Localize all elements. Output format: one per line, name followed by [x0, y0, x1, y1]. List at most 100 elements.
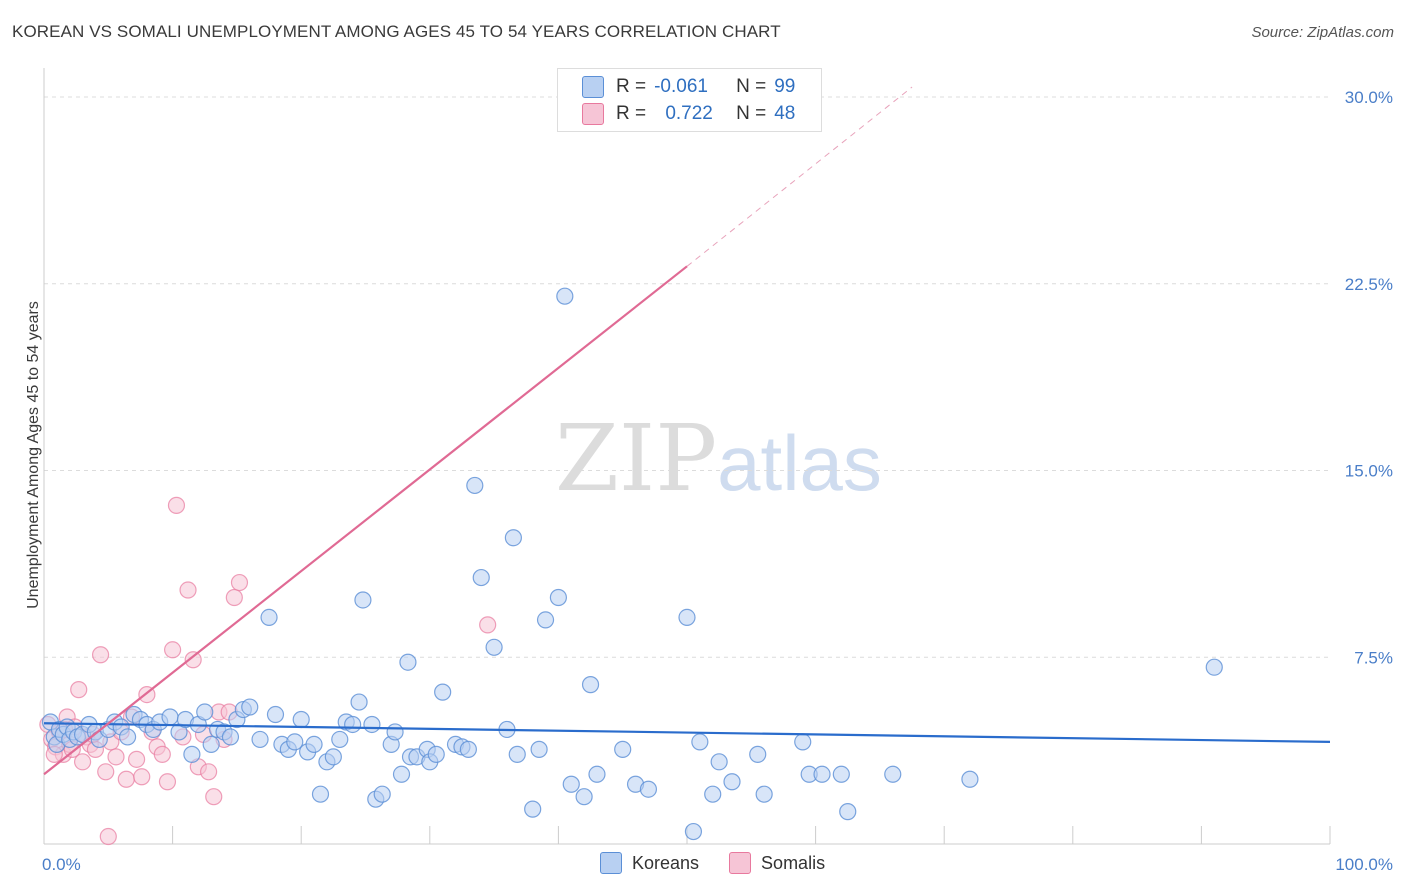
y-tick-label: 15.0% [1345, 462, 1393, 481]
korean-point [392, 765, 411, 783]
x-tick-label: 100.0% [1335, 855, 1393, 874]
source-label: Source: ZipAtlas.com [1251, 24, 1394, 41]
legend-n-label: N = [736, 103, 767, 124]
korean-point [196, 703, 214, 721]
legend-n-value: 48 [774, 103, 796, 124]
correlation-legend: R = -0.061 N = 99 R = 0.722 N = 48 [557, 68, 822, 132]
korean-point [536, 611, 555, 629]
somali-point [167, 496, 186, 514]
y-tick-label: 7.5% [1354, 648, 1393, 667]
korean-point [344, 715, 362, 734]
somali-point [225, 588, 243, 607]
somali-point [205, 788, 223, 806]
somali-point [97, 763, 115, 781]
watermark-atlas: atlas [717, 419, 882, 507]
somali-point [133, 768, 151, 786]
korean-point [485, 638, 503, 656]
legend-r-value: 0.722 [665, 103, 713, 124]
somali-point [200, 763, 218, 781]
legend-r-label: R = [616, 76, 647, 97]
somali-point [127, 750, 146, 768]
legend-swatch-somalis [729, 852, 752, 874]
korean-point [832, 765, 850, 783]
korean-point [524, 800, 542, 818]
korean-point [530, 740, 548, 758]
axes [43, 68, 1331, 845]
x-tick-label: 0.0% [42, 855, 81, 874]
korean-point [350, 693, 368, 711]
legend-label-somalis: Somalis [761, 852, 826, 873]
korean-point [691, 733, 709, 751]
korean-point [884, 765, 902, 783]
chart-title: KOREAN VS SOMALI UNEMPLOYMENT AMONG AGES… [12, 22, 781, 41]
korean-point [266, 705, 285, 724]
somali-trend-line [43, 265, 688, 776]
korean-point [286, 733, 304, 751]
somali-point [479, 616, 497, 634]
korean-point [614, 740, 632, 758]
somali-point [99, 827, 117, 846]
korean-point [251, 730, 269, 749]
korean-point [260, 608, 278, 627]
somali-point [117, 770, 135, 788]
korean-point [434, 683, 452, 701]
korean-point [466, 476, 484, 495]
legend-label-koreans: Koreans [632, 852, 700, 873]
korean-point [373, 785, 391, 803]
legend-r-value: -0.061 [654, 76, 708, 97]
korean-point [324, 748, 342, 766]
korean-point [354, 591, 372, 609]
korean-point [292, 710, 310, 729]
korean-points [41, 287, 1223, 841]
korean-point [331, 730, 349, 749]
korean-point [399, 653, 417, 671]
somali-point [107, 748, 125, 766]
korean-point [183, 745, 201, 763]
korean-point [813, 765, 831, 783]
somali-point [158, 773, 177, 791]
korean-point [588, 765, 606, 783]
korean-point [1205, 658, 1223, 676]
watermark-zip: ZIP [555, 405, 718, 512]
korean-point [504, 529, 522, 547]
y-tick-label: 30.0% [1345, 88, 1393, 107]
watermark: ZIPatlas [555, 405, 882, 512]
korean-point [459, 740, 477, 758]
korean-point [427, 745, 445, 763]
legend-swatch-koreans [600, 852, 622, 874]
korean-point [723, 773, 741, 791]
somali-trend-extension [686, 86, 913, 267]
korean-point [639, 780, 658, 798]
korean-point [161, 708, 179, 726]
korean-point [839, 803, 857, 821]
korean-point [678, 608, 696, 627]
legend-n-label: N = [736, 76, 767, 97]
somali-point [70, 681, 88, 699]
korean-trend-line [43, 722, 1331, 744]
series-legend: Koreans Somalis [600, 852, 825, 874]
legend-row-koreans: R = -0.061 N = 99 [582, 75, 795, 99]
trend-lines [43, 86, 1331, 776]
korean-point [386, 723, 404, 741]
somali-point [164, 641, 182, 659]
somali-point [73, 753, 92, 771]
korean-point [549, 588, 568, 607]
korean-point [508, 745, 526, 763]
somali-point [91, 646, 110, 664]
tick-labels: 30.0% 22.5% 15.0% 7.5% 0.0% 100.0% [42, 88, 1393, 874]
korean-point [556, 287, 574, 305]
korean-point [305, 735, 323, 754]
legend-swatch-somalis [582, 103, 604, 125]
somali-point [153, 745, 171, 763]
korean-point [794, 733, 812, 751]
somali-point [230, 573, 249, 592]
legend-r-label: R = [616, 103, 647, 124]
korean-point [118, 728, 137, 746]
korean-point [755, 785, 773, 803]
korean-point [472, 568, 490, 587]
korean-point [710, 753, 728, 771]
korean-point [311, 785, 330, 803]
korean-point [363, 715, 381, 734]
legend-row-somalis: R = 0.722 N = 48 [582, 102, 795, 126]
